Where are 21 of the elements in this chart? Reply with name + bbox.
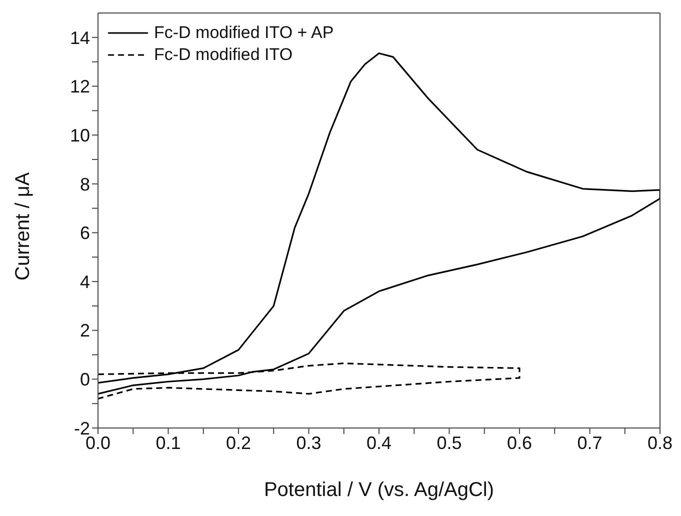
y-tick-label: 14 — [70, 28, 90, 48]
x-tick-label: 0.0 — [85, 432, 111, 453]
y-tick-label: 8 — [80, 174, 90, 194]
x-axis-title: Potential / V (vs. Ag/AgCl) — [264, 479, 494, 501]
y-tick-label: 12 — [70, 76, 90, 97]
x-tick-label: 0.7 — [577, 432, 602, 453]
y-tick-label: 2 — [80, 320, 90, 341]
y-tick-label: 6 — [80, 223, 90, 244]
x-tick-label: 0.8 — [647, 432, 673, 453]
legend-label: Fc-D modified ITO — [154, 44, 293, 66]
x-tick-label: 0.3 — [296, 432, 322, 453]
x-tick-label: 0.5 — [436, 432, 462, 453]
y-axis-title: Current / μA — [12, 172, 34, 280]
y-tick-label: 0 — [80, 370, 90, 390]
x-tick-label: 0.2 — [226, 432, 252, 453]
x-tick-label: 0.4 — [366, 432, 392, 453]
y-tick-label: 4 — [80, 272, 90, 292]
x-tick-label: 0.6 — [506, 432, 532, 453]
y-tick-label: 10 — [70, 125, 90, 146]
x-tick-label: 0.1 — [156, 432, 181, 453]
legend-label: Fc-D modified ITO + AP — [154, 22, 334, 44]
